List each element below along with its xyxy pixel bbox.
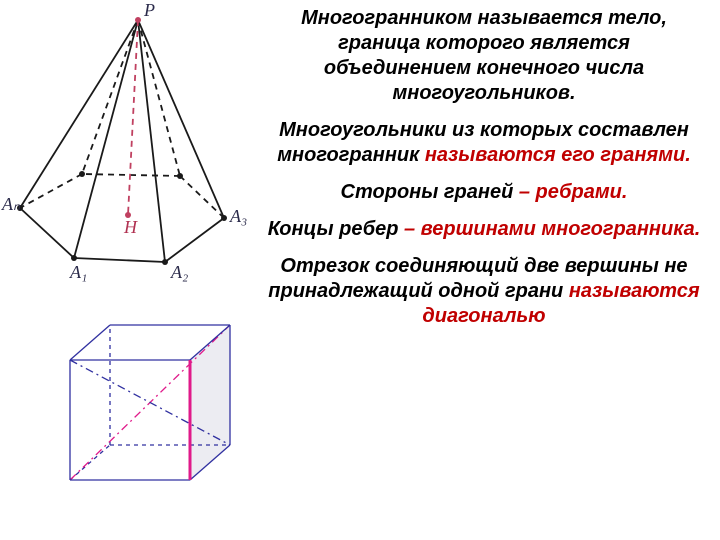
pyramid-diagram: P H A₁ A₂ A₃ Aₙ bbox=[0, 0, 260, 300]
definition-vertices: Концы ребер – вершинами многогранника. bbox=[266, 217, 702, 242]
page: P H A₁ A₂ A₃ Aₙ Многогранником называется тел… bbox=[0, 0, 720, 540]
p4-black: Концы ребер bbox=[268, 218, 404, 240]
definition-diagonal: Отрезок соединяющий две вершины не прина… bbox=[266, 254, 702, 329]
p2-red: называются его гранями. bbox=[425, 144, 691, 166]
p4-red: – вершинами многогранника. bbox=[404, 218, 700, 240]
cube-diagram bbox=[30, 300, 240, 510]
definition-faces: Многоугольники из которых составлен мног… bbox=[266, 118, 702, 168]
svg-text:Aₙ: Aₙ bbox=[1, 194, 21, 214]
p3-red: – ребрами. bbox=[519, 181, 628, 203]
definition-edges: Стороны граней – ребрами. bbox=[266, 180, 702, 205]
p3-black: Стороны граней bbox=[341, 181, 519, 203]
svg-text:A₁: A₁ bbox=[69, 262, 87, 282]
figures-column: P H A₁ A₂ A₃ Aₙ bbox=[0, 0, 260, 540]
svg-text:H: H bbox=[123, 217, 138, 237]
svg-text:P: P bbox=[143, 0, 155, 20]
svg-text:A₃: A₃ bbox=[229, 206, 247, 226]
svg-text:A₂: A₂ bbox=[170, 262, 188, 282]
p1-black: Многогранником называется тело, граница … bbox=[301, 7, 667, 104]
definition-polyhedron: Многогранником называется тело, граница … bbox=[266, 6, 702, 106]
text-column: Многогранником называется тело, граница … bbox=[260, 0, 720, 540]
